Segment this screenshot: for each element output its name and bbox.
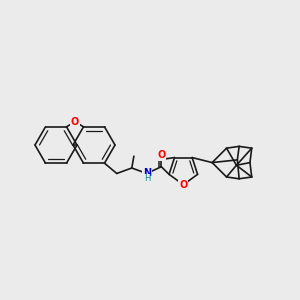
Text: O: O — [179, 180, 188, 190]
Text: H: H — [144, 174, 150, 183]
Text: O: O — [157, 150, 166, 160]
Text: O: O — [71, 117, 79, 127]
Text: N: N — [143, 169, 151, 178]
